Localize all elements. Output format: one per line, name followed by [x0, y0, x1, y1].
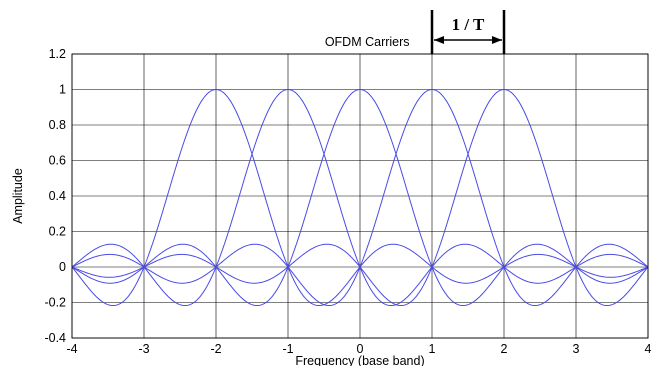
period-label: 1 / T [452, 15, 485, 34]
x-tick-label: 3 [573, 342, 580, 356]
y-tick-label: -0.4 [44, 331, 66, 345]
chart-title: OFDM Carriers [325, 35, 410, 49]
carrier-curve [71, 88, 649, 307]
x-tick-labels: -4 -3 -2 -1 0 1 2 3 4 [66, 342, 651, 356]
grid [71, 53, 649, 339]
x-tick-label: -1 [282, 342, 293, 356]
period-marker-arrowhead-left [434, 36, 444, 44]
y-tick-label: -0.2 [44, 296, 66, 310]
carrier-curves [71, 88, 649, 307]
y-tick-label: 0.8 [49, 118, 66, 132]
x-tick-label: -2 [210, 342, 221, 356]
x-tick-label: 2 [501, 342, 508, 356]
x-tick-label: 0 [357, 342, 364, 356]
x-axis-label: Frequency (base band) [295, 354, 424, 366]
y-tick-label: 0.4 [49, 189, 66, 203]
x-tick-label: -3 [138, 342, 149, 356]
y-tick-label: 0.2 [49, 225, 66, 239]
y-tick-labels: -0.4 -0.2 0 0.2 0.4 0.6 0.8 1 1.2 [44, 47, 66, 345]
y-tick-label: 0 [59, 260, 66, 274]
y-axis-label: Amplitude [11, 168, 25, 224]
y-tick-label: 1 [59, 83, 66, 97]
x-tick-label: 1 [429, 342, 436, 356]
x-tick-label: 4 [645, 342, 652, 356]
plot-frame [71, 53, 649, 339]
x-tick-label: -4 [66, 342, 77, 356]
period-marker-arrowhead-right [492, 36, 502, 44]
period-marker: 1 / T [430, 10, 506, 54]
carrier-curve [71, 88, 649, 307]
y-tick-label: 0.6 [49, 154, 66, 168]
y-tick-label: 1.2 [49, 47, 66, 61]
